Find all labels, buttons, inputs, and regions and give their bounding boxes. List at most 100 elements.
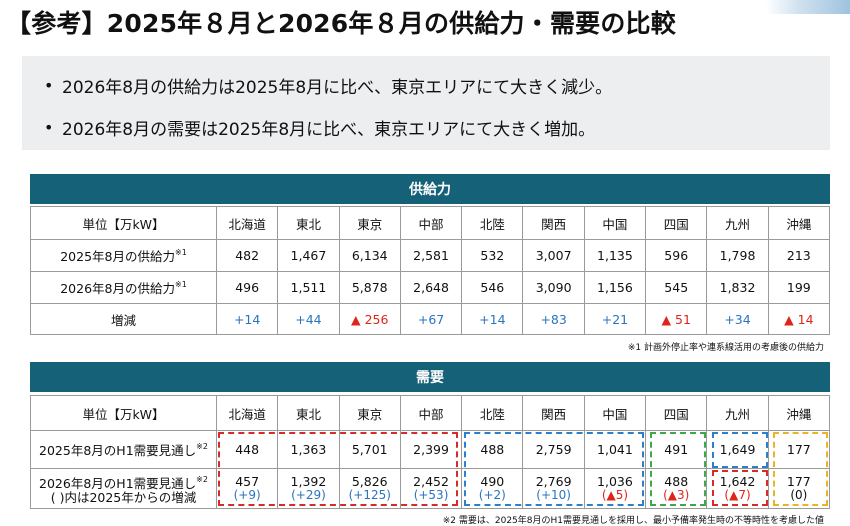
table-cell: 457 (+9) — [215, 468, 279, 509]
demand-header-row: 単位【万kW】 北海道 東北 東京 中部 北陸 関西 中国 四国 九州 沖縄 — [30, 395, 831, 431]
table-cell: 177 — [767, 430, 831, 469]
row-label: 2025年8月のH1需要見通し※2 — [30, 430, 217, 469]
supply-change-row: 増減 +14 +44 ▲ 256 +67 +14 +83 +21 ▲ 51 +3… — [30, 303, 831, 335]
cell-value: 5,826 — [351, 474, 388, 489]
table-cell: 177 (0) — [767, 468, 831, 509]
row-label: 2026年8月のH1需要見通し※2 ( )内は2025年からの増減 — [30, 468, 217, 509]
row-label: 2026年8月の供給力※1 — [30, 271, 217, 304]
footnote-marker: ※2 — [196, 442, 208, 451]
table-cell: 496 — [215, 271, 279, 304]
change-cell: ▲ 256 — [338, 303, 401, 335]
row-label-text: 2025年8月の供給力 — [60, 249, 175, 264]
demand-row-2025: 2025年8月のH1需要見通し※2 448 1,363 5,701 2,399 … — [30, 430, 831, 469]
area-header: 沖縄 — [767, 206, 831, 240]
cell-diff: (▲5) — [601, 488, 629, 502]
table-cell: 213 — [767, 239, 831, 272]
summary-text: 2026年8月の供給力は2025年8月に比べ、東京エリアにて大きく減少。 — [62, 77, 613, 98]
table-cell: 1,832 — [706, 271, 769, 304]
change-cell: ▲ 14 — [767, 303, 831, 335]
cell-value: 2,452 — [413, 474, 449, 489]
area-header: 中部 — [399, 395, 463, 431]
cell-diff: (0) — [790, 488, 808, 502]
area-header: 中国 — [583, 206, 647, 240]
area-header: 東京 — [338, 206, 401, 240]
cell-diff: (▲3) — [663, 488, 690, 502]
table-cell: 532 — [461, 239, 524, 272]
table-cell: 5,701 — [338, 430, 401, 469]
table-cell: 1,798 — [706, 239, 769, 272]
supply-table: 単位【万kW】 北海道 東北 東京 中部 北陸 関西 中国 四国 九州 沖縄 2… — [30, 206, 831, 335]
demand-row-2026: 2026年8月のH1需要見通し※2 ( )内は2025年からの増減 457 (+9… — [30, 468, 831, 509]
page-title: 【参考】2025年８月と2026年８月の供給力・需要の比較 — [6, 9, 676, 38]
table-cell: 1,036 (▲5) — [583, 468, 647, 509]
row-label: 2025年8月の供給力※1 — [30, 239, 217, 272]
area-header: 北陸 — [461, 206, 524, 240]
cell-diff: (+9) — [233, 488, 261, 502]
cell-value: 177 — [786, 474, 811, 489]
area-header: 関西 — [522, 395, 585, 431]
summary-bullet: • 2026年8月の供給力は2025年8月に比べ、東京エリアにて大きく減少。 — [44, 66, 830, 104]
table-cell: 2,399 — [399, 430, 463, 469]
area-header: 関西 — [522, 206, 585, 240]
row-label: 増減 — [30, 303, 217, 335]
table-cell: 1,392 (+29) — [277, 468, 340, 509]
cell-value: 488 — [664, 474, 689, 489]
table-cell: 2,769 (+10) — [522, 468, 585, 509]
table-cell: 488 — [461, 430, 524, 469]
cell-value: 1,392 — [290, 474, 327, 489]
table-cell: 491 — [645, 430, 708, 469]
table-cell: 3,090 — [522, 271, 585, 304]
supply-header-row: 単位【万kW】 北海道 東北 東京 中部 北陸 関西 中国 四国 九州 沖縄 — [30, 206, 831, 240]
table-cell: 2,581 — [399, 239, 463, 272]
change-cell: +83 — [522, 303, 585, 335]
area-header: 北海道 — [215, 395, 279, 431]
footnote-marker: ※2 — [196, 474, 208, 484]
cell-diff: (+53) — [413, 488, 449, 502]
area-header: 北陸 — [461, 395, 524, 431]
table-cell: 2,452 (+53) — [399, 468, 463, 509]
row-label-text: 2026年8月の供給力 — [60, 281, 175, 296]
table-cell: 546 — [461, 271, 524, 304]
table-cell: 5,878 — [338, 271, 401, 304]
cell-value: 490 — [480, 474, 505, 489]
cell-value: 1,642 — [719, 474, 756, 489]
row-label-text: 2025年8月のH1需要見通し — [39, 443, 197, 458]
change-cell: +21 — [583, 303, 647, 335]
supply-section-title: 供給力 — [30, 174, 830, 204]
unit-label: 単位【万kW】 — [30, 206, 217, 240]
supply-row-2025: 2025年8月の供給力※1 482 1,467 6,134 2,581 532 … — [30, 239, 831, 272]
cell-diff: (▲7) — [724, 488, 751, 502]
area-header: 東京 — [338, 395, 401, 431]
cell-diff: (+2) — [478, 488, 506, 502]
supply-row-2026: 2026年8月の供給力※1 496 1,511 5,878 2,648 546 … — [30, 271, 831, 304]
cell-diff: (+125) — [348, 488, 391, 502]
area-header: 北海道 — [215, 206, 279, 240]
summary-bullet: • 2026年8月の需要は2025年8月に比べ、東京エリアにて大きく増加。 — [44, 108, 830, 146]
table-cell: 1,511 — [277, 271, 340, 304]
bullet-dot-icon: • — [44, 117, 54, 137]
table-cell: 490 (+2) — [461, 468, 524, 509]
area-header: 東北 — [277, 395, 340, 431]
cell-value: 2,769 — [535, 474, 572, 489]
table-cell: 1,642 (▲7) — [706, 468, 769, 509]
table-cell: 199 — [767, 271, 831, 304]
area-header: 沖縄 — [767, 395, 831, 431]
area-header: 中部 — [399, 206, 463, 240]
table-cell: 1,135 — [583, 239, 647, 272]
row-label-line: 2026年8月のH1需要見通し※2 — [33, 473, 214, 491]
table-cell: 1,041 — [583, 430, 647, 469]
footnote-marker: ※1 — [174, 248, 187, 257]
change-cell: +14 — [461, 303, 524, 335]
cell-value: 457 — [235, 474, 260, 489]
change-cell: +34 — [706, 303, 769, 335]
table-cell: 482 — [215, 239, 279, 272]
table-cell: 596 — [645, 239, 708, 272]
change-cell: ▲ 51 — [645, 303, 708, 335]
demand-section-title: 需要 — [30, 362, 830, 392]
table-cell: 2,648 — [399, 271, 463, 304]
table-cell: 448 — [215, 430, 279, 469]
table-cell: 488 (▲3) — [645, 468, 708, 509]
row-label-text: 2026年8月のH1需要見通し — [39, 475, 197, 491]
demand-table: 単位【万kW】 北海道 東北 東京 中部 北陸 関西 中国 四国 九州 沖縄 2… — [30, 395, 831, 509]
change-cell: +14 — [215, 303, 279, 335]
